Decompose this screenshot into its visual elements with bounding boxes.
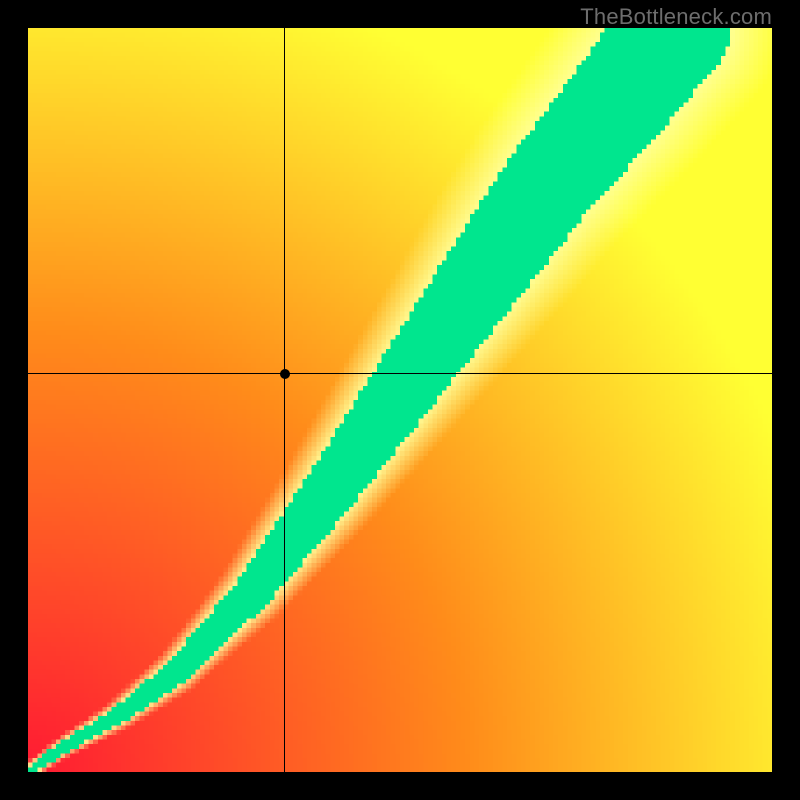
chart-container: TheBottleneck.com — [0, 0, 800, 800]
crosshair-horizontal-line — [28, 373, 772, 374]
watermark-text: TheBottleneck.com — [580, 4, 772, 30]
crosshair-vertical-line — [284, 28, 285, 772]
crosshair-marker-dot — [280, 369, 290, 379]
bottleneck-heatmap — [28, 28, 772, 772]
